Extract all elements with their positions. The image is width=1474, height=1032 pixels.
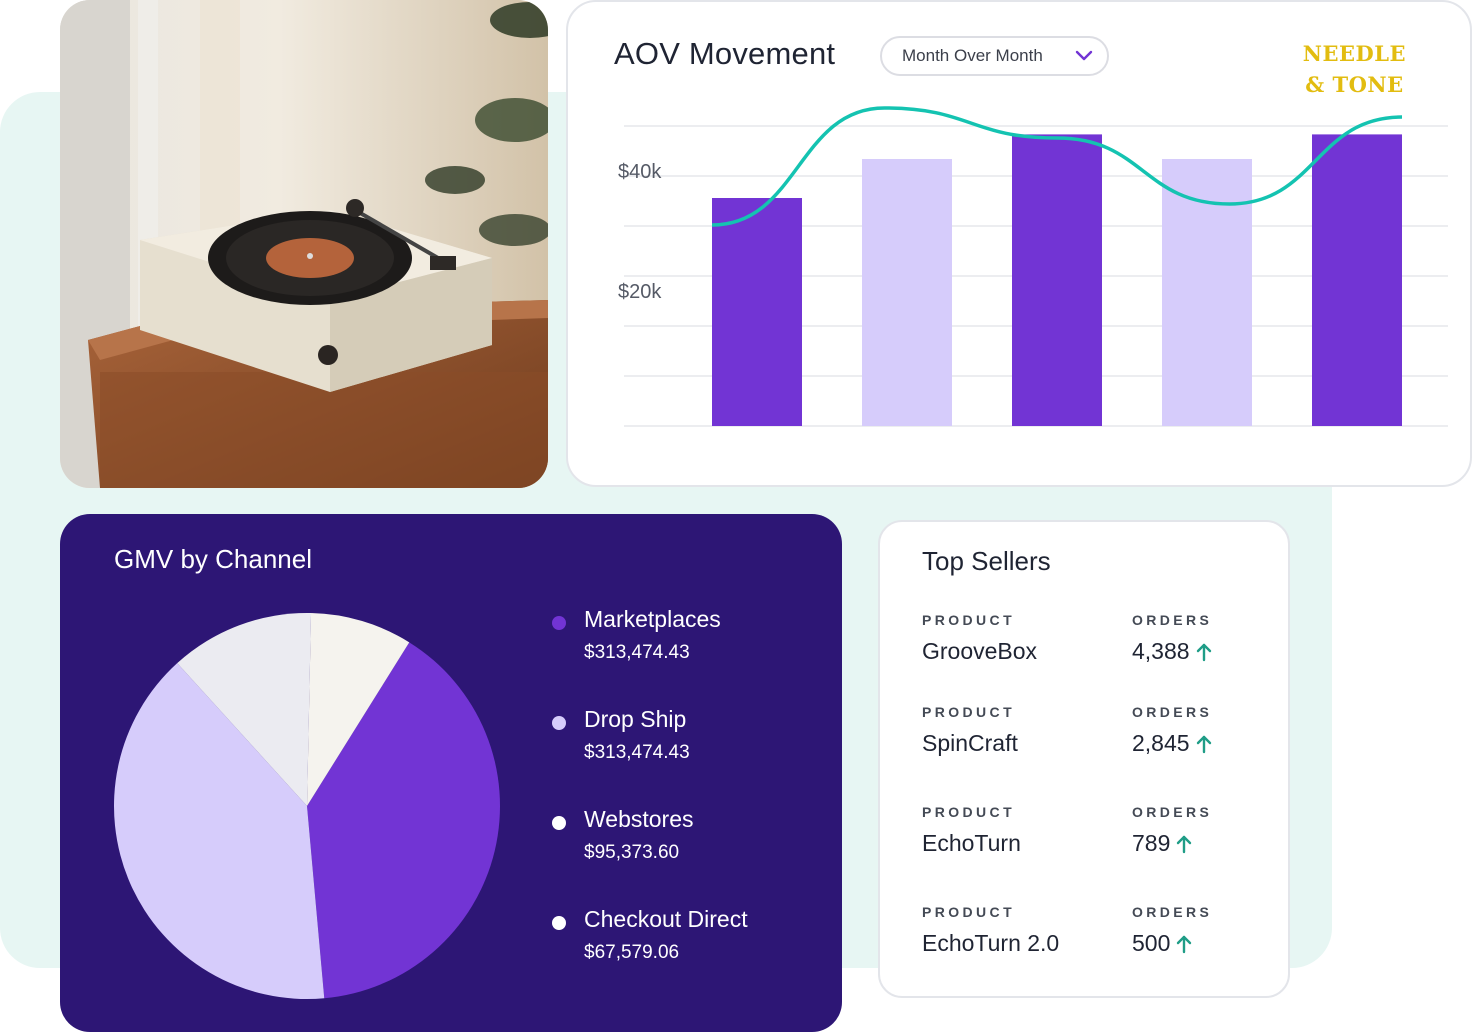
arrow-up-icon bbox=[1196, 734, 1212, 754]
aov-movement-card: AOV Movement Month Over Month NEEDLE & T… bbox=[566, 0, 1472, 487]
product-name: EchoTurn 2.0 bbox=[922, 930, 1060, 956]
period-dropdown-value: Month Over Month bbox=[902, 46, 1043, 65]
y-tick-label: $20k bbox=[618, 281, 662, 303]
aov-title: AOV Movement bbox=[614, 36, 836, 71]
turntable-photo bbox=[60, 0, 548, 488]
product-header: PRODUCT bbox=[922, 704, 1016, 720]
orders-header: ORDERS bbox=[1132, 612, 1213, 628]
orders-value-wrap: 2,845 bbox=[1132, 730, 1212, 757]
legend-dot bbox=[552, 716, 566, 730]
chevron-down-icon bbox=[1075, 50, 1093, 62]
aov-trend-line bbox=[711, 106, 1403, 227]
product-header: PRODUCT bbox=[922, 804, 1016, 820]
legend-value: $67,579.06 bbox=[584, 942, 680, 963]
orders-header: ORDERS bbox=[1132, 804, 1213, 820]
product-name: EchoTurn bbox=[922, 830, 1021, 856]
seller-row: PRODUCT ORDERS GrooveBox 4,388 bbox=[922, 612, 1262, 682]
orders-value: 4,388 bbox=[1132, 638, 1190, 664]
aov-bar bbox=[1012, 134, 1102, 426]
product-name: SpinCraft bbox=[922, 730, 1018, 756]
orders-value-wrap: 4,388 bbox=[1132, 638, 1212, 665]
aov-chart: $40k $20k bbox=[618, 106, 1448, 427]
seller-row: PRODUCT ORDERS EchoTurn 789 bbox=[922, 804, 1262, 874]
legend-item: Drop Ship $313,474.43 bbox=[550, 704, 830, 804]
arrow-up-icon bbox=[1176, 934, 1192, 954]
aov-bar bbox=[862, 159, 952, 426]
aov-bar bbox=[1312, 134, 1402, 426]
legend-dot bbox=[552, 616, 566, 630]
legend-dot bbox=[552, 916, 566, 930]
pie-slice bbox=[114, 663, 325, 999]
orders-value-wrap: 789 bbox=[1132, 830, 1192, 857]
period-dropdown[interactable]: Month Over Month bbox=[880, 36, 1109, 76]
brand-logo-line1: NEEDLE bbox=[1302, 41, 1406, 66]
seller-row: PRODUCT ORDERS EchoTurn 2.0 500 bbox=[922, 904, 1262, 974]
gmv-title: GMV by Channel bbox=[114, 544, 312, 574]
aov-bar bbox=[1162, 159, 1252, 426]
pie-slice bbox=[177, 613, 312, 806]
product-name: GrooveBox bbox=[922, 638, 1038, 664]
brand-logo-line2: & TONE bbox=[1305, 72, 1404, 97]
top-sellers-card: Top Sellers PRODUCT ORDERS GrooveBox 4,3… bbox=[878, 520, 1290, 998]
legend-label: Checkout Direct bbox=[584, 906, 748, 932]
seller-row: PRODUCT ORDERS SpinCraft 2,845 bbox=[922, 704, 1262, 774]
product-header: PRODUCT bbox=[922, 904, 1016, 920]
legend-label: Webstores bbox=[584, 806, 694, 832]
legend-item: Marketplaces $313,474.43 bbox=[550, 604, 830, 704]
top-sellers-title: Top Sellers bbox=[922, 546, 1051, 576]
pie-slice bbox=[307, 642, 500, 999]
arrow-up-icon bbox=[1196, 642, 1212, 662]
aov-bar bbox=[712, 198, 802, 426]
orders-value: 500 bbox=[1132, 930, 1171, 956]
orders-header: ORDERS bbox=[1132, 704, 1213, 720]
legend-value: $313,474.43 bbox=[584, 742, 690, 763]
gmv-pie-chart bbox=[114, 613, 500, 999]
legend-item: Webstores $95,373.60 bbox=[550, 804, 830, 904]
legend-value: $313,474.43 bbox=[584, 642, 690, 663]
pie-slice bbox=[307, 613, 410, 806]
legend-dot bbox=[552, 816, 566, 830]
orders-value: 789 bbox=[1132, 830, 1171, 856]
brand-logo: NEEDLE & TONE bbox=[1303, 38, 1406, 100]
legend-label: Drop Ship bbox=[584, 706, 687, 732]
legend-label: Marketplaces bbox=[584, 606, 721, 632]
orders-header: ORDERS bbox=[1132, 904, 1213, 920]
product-header: PRODUCT bbox=[922, 612, 1016, 628]
y-tick-label: $40k bbox=[618, 161, 662, 183]
gmv-legend: Marketplaces $313,474.43 Drop Ship $313,474… bbox=[550, 604, 830, 1004]
orders-value-wrap: 500 bbox=[1132, 930, 1192, 957]
legend-item: Checkout Direct $67,579.06 bbox=[550, 904, 830, 1004]
gmv-by-channel-card: GMV by Channel Marketplaces $313,474.43 Dr… bbox=[60, 514, 842, 1032]
legend-value: $95,373.60 bbox=[584, 842, 680, 863]
arrow-up-icon bbox=[1176, 834, 1192, 854]
orders-value: 2,845 bbox=[1132, 730, 1190, 756]
